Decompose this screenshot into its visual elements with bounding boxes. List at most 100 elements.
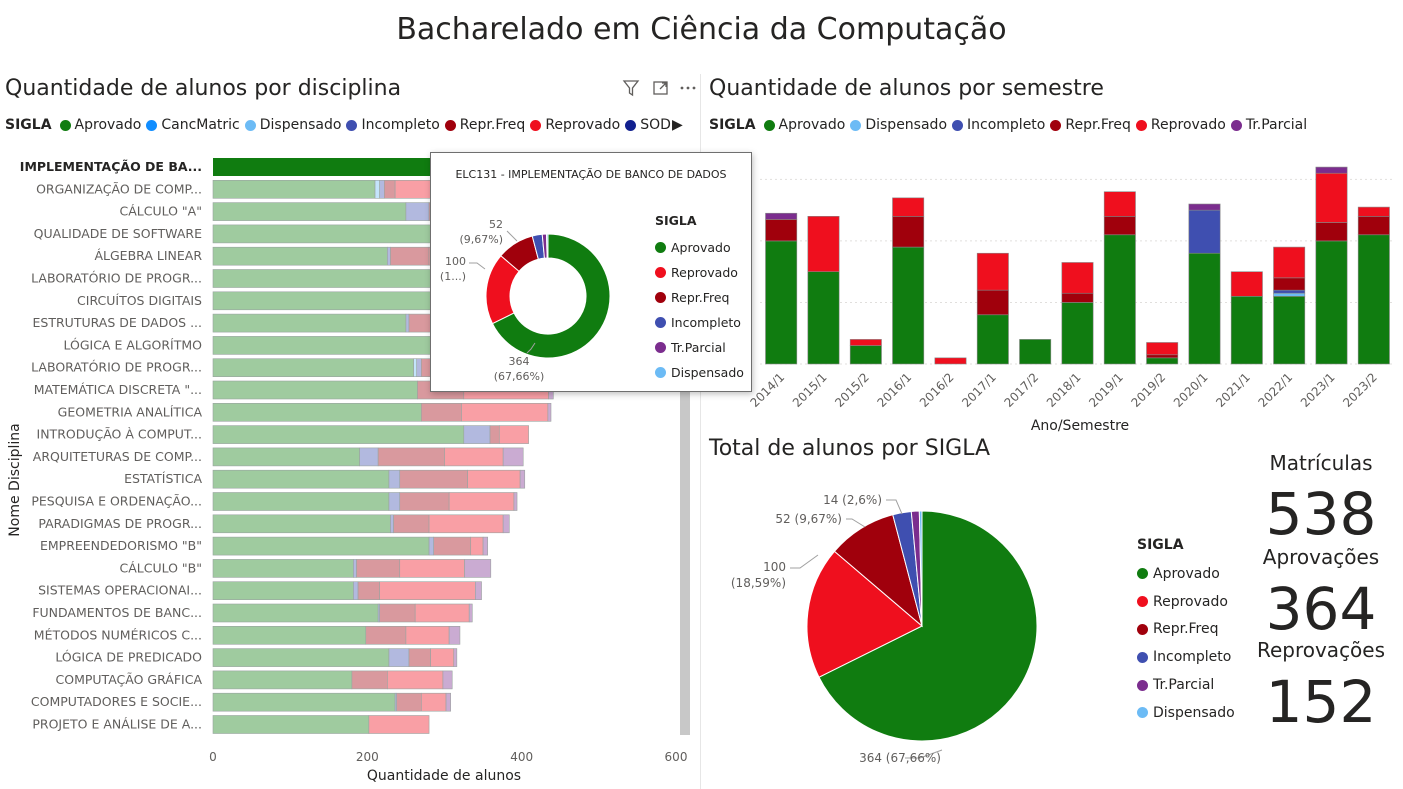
bar-segment-aprovado[interactable] <box>213 448 360 466</box>
legend-item-repr-freq[interactable]: Repr.Freq <box>445 117 526 133</box>
bar-segment-tr-parcial[interactable] <box>483 537 488 555</box>
bar-segment-reprovado[interactable] <box>471 537 483 555</box>
legend-item-incompleto[interactable]: Incompleto <box>655 310 744 335</box>
bar-segment-repr-freq[interactable] <box>1358 216 1389 234</box>
bar-segment-incompleto[interactable] <box>389 649 409 667</box>
bar-segment-reprovado[interactable] <box>1231 272 1262 297</box>
bar-segment-aprovado[interactable] <box>213 359 414 377</box>
bar-segment-dispensado[interactable] <box>375 180 380 198</box>
bar-segment-incompleto[interactable] <box>429 537 434 555</box>
bar-segment-reprovado[interactable] <box>808 216 839 271</box>
bar-segment-aprovado[interactable] <box>213 426 464 444</box>
bar-segment-repr-freq[interactable] <box>766 219 797 241</box>
bar-segment-aprovado[interactable] <box>1358 235 1389 364</box>
bar-segment-repr-freq[interactable] <box>977 290 1008 315</box>
bar-segment-aprovado[interactable] <box>1231 296 1262 364</box>
bar-segment-aprovado[interactable] <box>213 671 352 689</box>
bar-segment-aprovado[interactable] <box>213 537 429 555</box>
bar-segment-repr-freq[interactable] <box>1147 355 1178 358</box>
bar-segment-reprovado[interactable] <box>380 582 476 600</box>
legend-item-aprovado[interactable]: Aprovado <box>60 117 142 133</box>
legend-item-dispensado[interactable]: Dispensado <box>850 117 947 133</box>
bar-segment-aprovado[interactable] <box>213 381 417 399</box>
bar-segment-reprovado[interactable] <box>429 515 503 533</box>
bar-segment-incompleto[interactable] <box>417 359 422 377</box>
bar-segment-incompleto[interactable] <box>353 582 358 600</box>
legend-item-dispensado[interactable]: Dispensado <box>245 117 342 133</box>
bar-segment-repr-freq[interactable] <box>400 493 449 511</box>
legend-item-reprovado[interactable]: Reprovado <box>1136 117 1226 133</box>
bar-segment-aprovado[interactable] <box>213 247 387 265</box>
bar-segment-aprovado[interactable] <box>808 272 839 364</box>
bar-segment-tr-parcial[interactable] <box>446 693 451 711</box>
bar-segment-tr-parcial[interactable] <box>443 671 452 689</box>
bar-segment-dispensado[interactable] <box>414 359 417 377</box>
bar-segment-aprovado[interactable] <box>213 559 353 577</box>
bar-segment-tr-parcial[interactable] <box>454 649 457 667</box>
bar-segment-reprovado[interactable] <box>935 358 966 364</box>
bar-segment-tr-parcial[interactable] <box>766 213 797 219</box>
bar-segment-repr-freq[interactable] <box>400 470 468 488</box>
bar-segment-aprovado[interactable] <box>1147 358 1178 364</box>
bar-segment-aprovado[interactable] <box>213 470 389 488</box>
bar-segment-aprovado[interactable] <box>213 493 389 511</box>
bar-segment-aprovado[interactable] <box>213 403 421 421</box>
bar-segment-reprovado[interactable] <box>461 403 547 421</box>
bar-segment-reprovado[interactable] <box>387 671 443 689</box>
bar-segment-aprovado[interactable] <box>213 203 406 221</box>
bar-segment-aprovado[interactable] <box>213 716 369 734</box>
bar-segment-tr-parcial[interactable] <box>449 626 460 644</box>
bar-segment-reprovado[interactable] <box>415 604 469 622</box>
bar-segment-repr-freq[interactable] <box>357 559 400 577</box>
bar-segment-repr-freq[interactable] <box>1316 222 1347 240</box>
bar-segment-incompleto[interactable] <box>387 247 390 265</box>
bar-segment-aprovado[interactable] <box>213 626 366 644</box>
bar-segment-reprovado[interactable] <box>445 448 504 466</box>
bar-segment-tr-parcial[interactable] <box>503 448 523 466</box>
legend-item-aprovado[interactable]: Aprovado <box>764 117 846 133</box>
bar-segment-aprovado[interactable] <box>213 180 375 198</box>
bar-segment-reprovado[interactable] <box>850 339 881 345</box>
bar-segment-tr-parcial[interactable] <box>465 559 491 577</box>
bar-segment-reprovado[interactable] <box>1274 247 1305 278</box>
legend-item-tr-parcial[interactable]: Tr.Parcial <box>655 335 744 360</box>
bar-segment-aprovado[interactable] <box>766 241 797 364</box>
bar-segment-aprovado[interactable] <box>213 693 395 711</box>
bar-segment-reprovado[interactable] <box>468 470 520 488</box>
bar-segment-repr-freq[interactable] <box>358 582 380 600</box>
bar-segment-tr-parcial[interactable] <box>1316 167 1347 173</box>
legend-item-tr-parcial[interactable]: Tr.Parcial <box>1137 671 1235 699</box>
legend-item-aprovado[interactable]: Aprovado <box>655 235 744 260</box>
bar-segment-incompleto[interactable] <box>406 314 409 332</box>
pie-slice-dispensado[interactable] <box>547 234 548 258</box>
bar-segment-reprovado[interactable] <box>499 426 528 444</box>
legend-item-reprovado[interactable]: Reprovado <box>530 117 620 133</box>
bar-segment-aprovado[interactable] <box>213 649 389 667</box>
bar-segment-aprovado[interactable] <box>893 247 924 364</box>
bar-segment-reprovado[interactable] <box>1062 262 1093 293</box>
bar-segment-repr-freq[interactable] <box>378 448 444 466</box>
filter-icon[interactable] <box>624 81 638 95</box>
bar-segment-repr-freq[interactable] <box>352 671 387 689</box>
bar-segment-aprovado[interactable] <box>1274 296 1305 364</box>
more-options-icon[interactable] <box>681 87 696 90</box>
bar-segment-repr-freq[interactable] <box>397 693 422 711</box>
bar-segment-reprovado[interactable] <box>977 253 1008 290</box>
bar-segment-aprovado[interactable] <box>977 315 1008 364</box>
bar-segment-reprovado[interactable] <box>431 649 454 667</box>
bar-segment-reprovado[interactable] <box>421 693 446 711</box>
legend-item-repr-freq[interactable]: Repr.Freq <box>655 285 744 310</box>
bar-segment-incompleto[interactable] <box>353 559 356 577</box>
bar-segment-aprovado[interactable] <box>213 270 460 288</box>
bar-segment-repr-freq[interactable] <box>409 649 431 667</box>
bar-segment-reprovado[interactable] <box>406 626 449 644</box>
bar-segment-incompleto[interactable] <box>464 426 490 444</box>
bar-segment-aprovado[interactable] <box>1189 253 1220 364</box>
bar-segment-aprovado[interactable] <box>213 515 390 533</box>
bar-segment-repr-freq[interactable] <box>893 216 924 247</box>
legend-item-reprovado[interactable]: Reprovado <box>655 260 744 285</box>
bar-segment-aprovado[interactable] <box>213 582 353 600</box>
bar-segment-incompleto[interactable] <box>390 515 393 533</box>
bar-segment-repr-freq[interactable] <box>1104 216 1135 234</box>
legend-item-repr-freq[interactable]: Repr.Freq <box>1137 616 1235 644</box>
